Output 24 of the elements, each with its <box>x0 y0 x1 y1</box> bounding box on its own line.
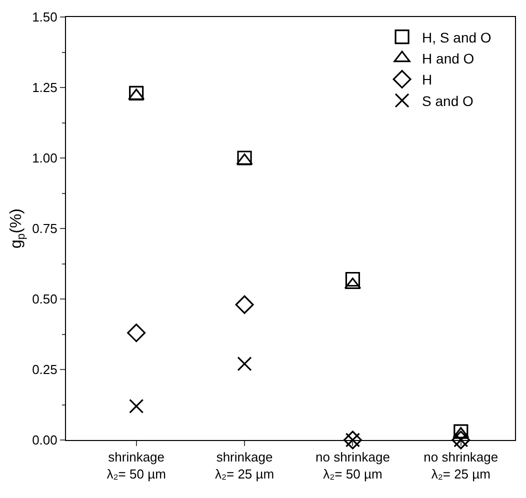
point <box>129 398 144 414</box>
legend-label: H <box>422 72 432 88</box>
point <box>345 272 360 287</box>
y-tick-label: 0.00 <box>32 432 58 448</box>
point <box>237 150 252 166</box>
x-tick-label: no shrinkage λ₂= 50 µm <box>315 450 390 482</box>
x-tick-label: shrinkage λ₂= 25 µm <box>214 450 274 482</box>
y-tick-label: 1.25 <box>32 80 58 96</box>
x-tick-label: no shrinkage λ₂= 25 µm <box>424 450 498 482</box>
x-tick-label: shrinkage λ₂= 50 µm <box>106 450 166 482</box>
y-tick-label: 0.50 <box>32 292 58 307</box>
legend-label: H, S and O <box>422 29 492 46</box>
point <box>237 356 252 372</box>
point <box>235 295 254 314</box>
point <box>127 324 146 342</box>
y-tick-label: 0.25 <box>32 362 58 378</box>
point <box>128 88 145 100</box>
point <box>454 424 468 439</box>
y-tick-label: 1.00 <box>32 150 58 166</box>
point <box>129 86 144 100</box>
legend-label: S and O <box>422 92 474 109</box>
y-tick-label: 1.50 <box>32 10 58 25</box>
legend-label: H and O <box>422 50 474 66</box>
y-tick-label: 0.75 <box>32 221 58 236</box>
